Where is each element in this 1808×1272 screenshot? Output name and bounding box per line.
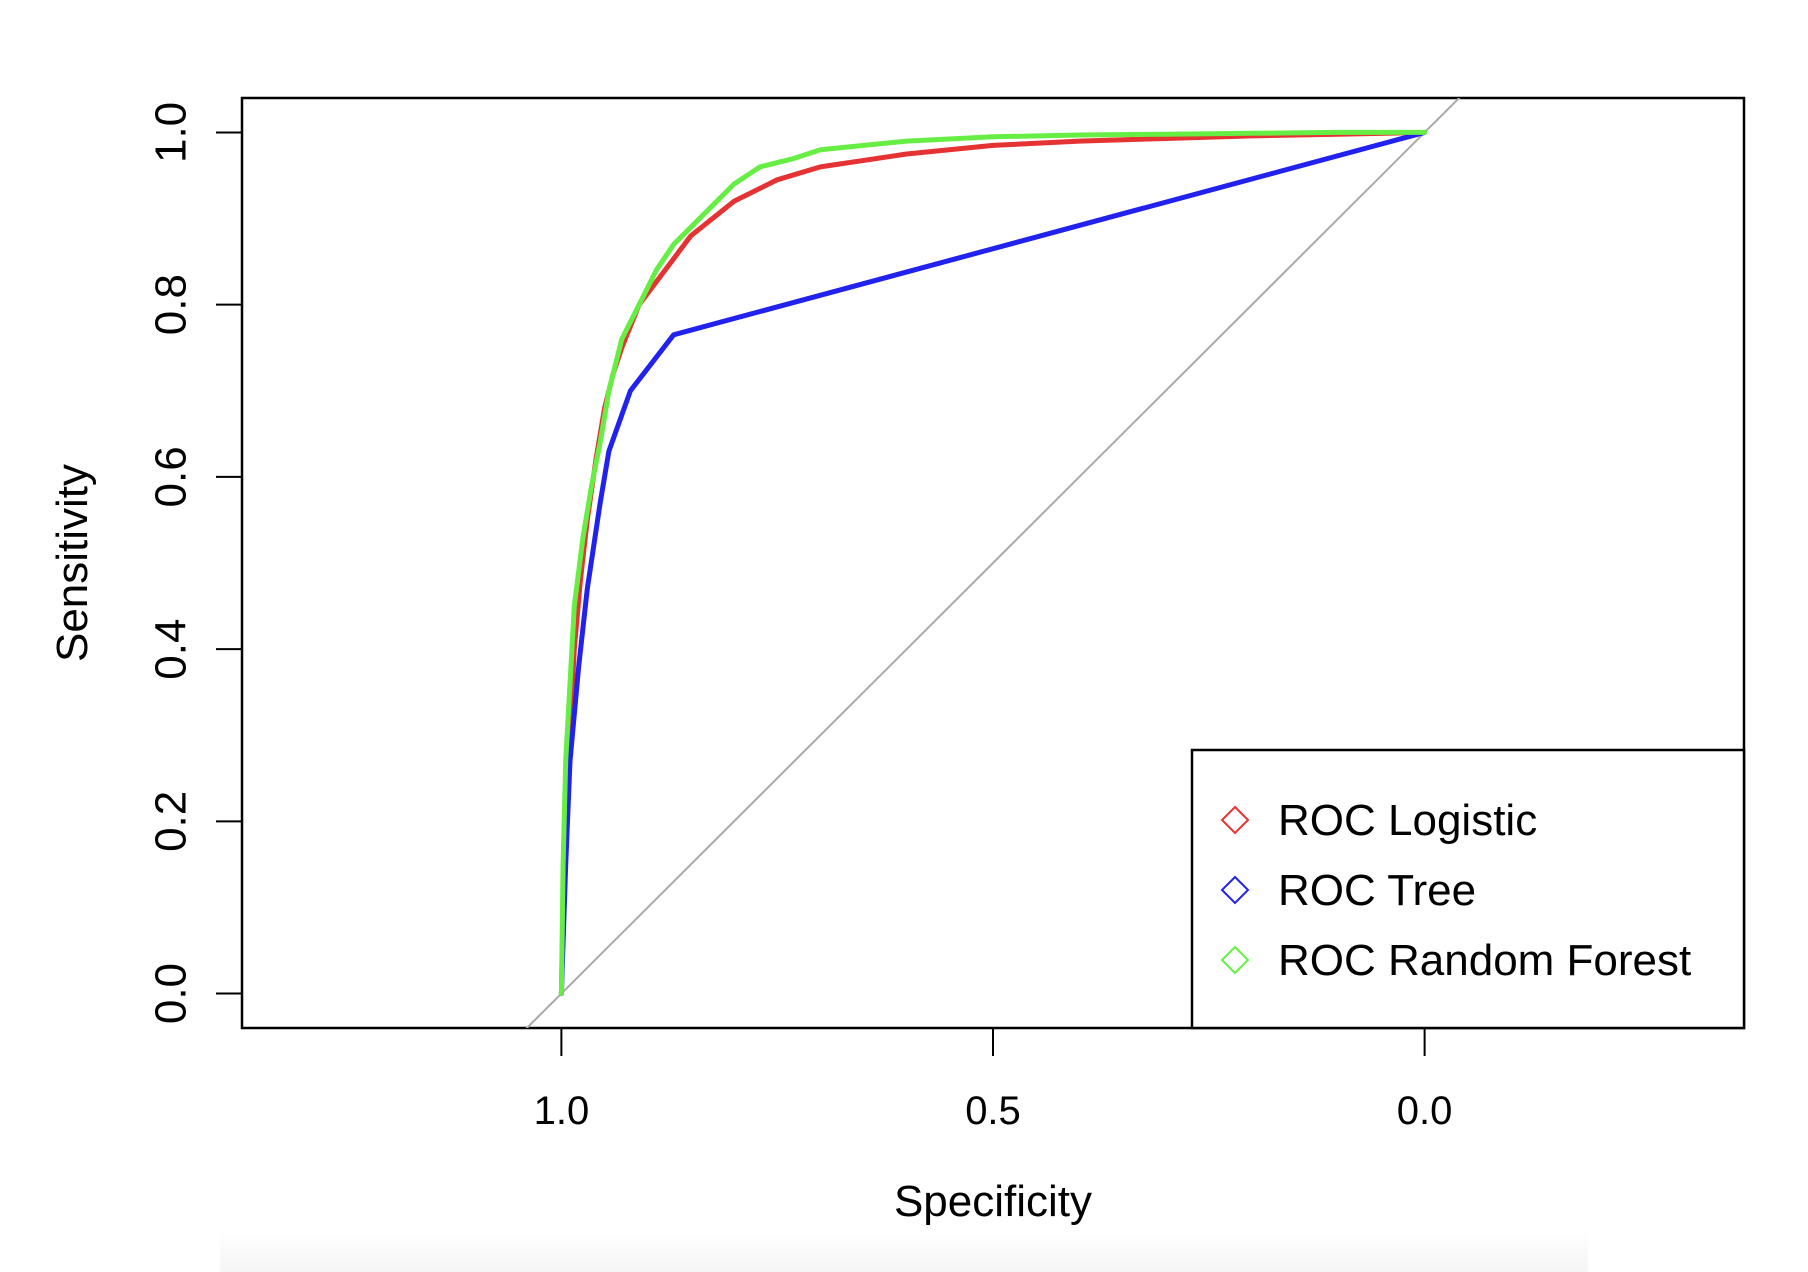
x-tick-label: 1.0 (534, 1089, 590, 1133)
legend-entry: ROC Tree (1220, 866, 1476, 915)
legend-marker-diamond-icon (1220, 945, 1250, 975)
legend-label: ROC Logistic (1278, 796, 1537, 845)
legend: ROC Logistic ROC Tree ROC Random Forest (1190, 748, 1746, 1030)
legend-entry: ROC Random Forest (1220, 936, 1691, 985)
series-line-2 (558, 129, 1428, 997)
y-axis: 0.0 0.2 0.4 0.6 0.8 1.0 (146, 102, 242, 1024)
window-bottom-shadow (220, 1232, 1588, 1272)
x-tick-label: 0.0 (1397, 1089, 1453, 1133)
y-axis-label: Sensitivity (48, 464, 97, 662)
y-tick-label: 0.8 (146, 274, 195, 335)
legend-box (1190, 748, 1746, 1030)
y-tick-label: 0.2 (146, 791, 195, 852)
x-tick-label: 0.5 (965, 1089, 1021, 1133)
y-tick-label: 1.0 (146, 102, 195, 163)
x-axis: 1.0 0.5 0.0 (534, 1028, 1453, 1133)
series-line-3 (558, 129, 1428, 997)
legend-entry: ROC Logistic (1220, 796, 1537, 845)
y-tick-label: 0.6 (146, 446, 195, 507)
legend-marker-diamond-icon (1220, 875, 1250, 905)
legend-marker-diamond-icon (1220, 805, 1250, 835)
reference-diagonal-line (525, 98, 1461, 1028)
x-axis-label: Specificity (894, 1177, 1092, 1226)
y-tick-label: 0.0 (146, 963, 195, 1024)
y-tick-label: 0.4 (146, 619, 195, 680)
legend-label: ROC Random Forest (1278, 936, 1691, 985)
plot-area (525, 98, 1461, 1028)
legend-label: ROC Tree (1278, 866, 1476, 915)
